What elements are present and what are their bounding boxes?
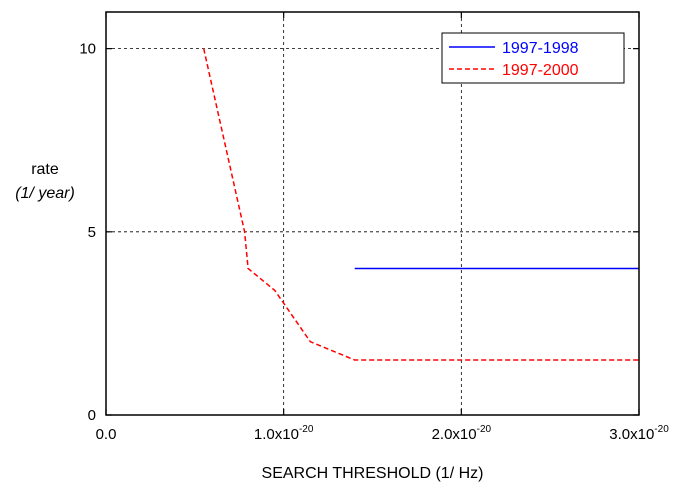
x-tick-label: 0.0 — [96, 426, 117, 443]
x-axis-label: SEARCH THRESHOLD (1/ Hz) — [262, 465, 484, 482]
legend-label: 1997-1998 — [502, 40, 579, 57]
legend-label: 1997-2000 — [502, 62, 579, 79]
y-tick-label: 5 — [88, 224, 96, 241]
plot-frame — [105, 11, 640, 416]
y-tick-label: 0 — [88, 407, 96, 424]
y-axis-unit: (1/ year) — [15, 185, 75, 202]
y-axis-title: rate (1/ year) — [15, 161, 75, 202]
legend-box — [441, 32, 625, 84]
x-tick-label: 1.0x10-20 — [254, 424, 314, 443]
y-axis-label: rate — [31, 161, 59, 178]
x-tick-exponent: -20 — [477, 424, 492, 435]
x-tick-exponent: -20 — [299, 424, 314, 435]
y-tick-label: 10 — [79, 41, 96, 58]
legend: 1997-1998 1997-2000 — [441, 32, 625, 84]
plot-series — [202, 48, 639, 361]
x-tick-exponent: -20 — [654, 424, 669, 435]
series-line — [202, 48, 639, 361]
x-tick-label: 2.0x10-20 — [432, 424, 492, 443]
axis-ticks: 0.0 1.0x10-20 2.0x10-20 3.0x10-20 0 5 10 — [79, 12, 669, 443]
x-tick-label: 3.0x10-20 — [609, 424, 669, 443]
